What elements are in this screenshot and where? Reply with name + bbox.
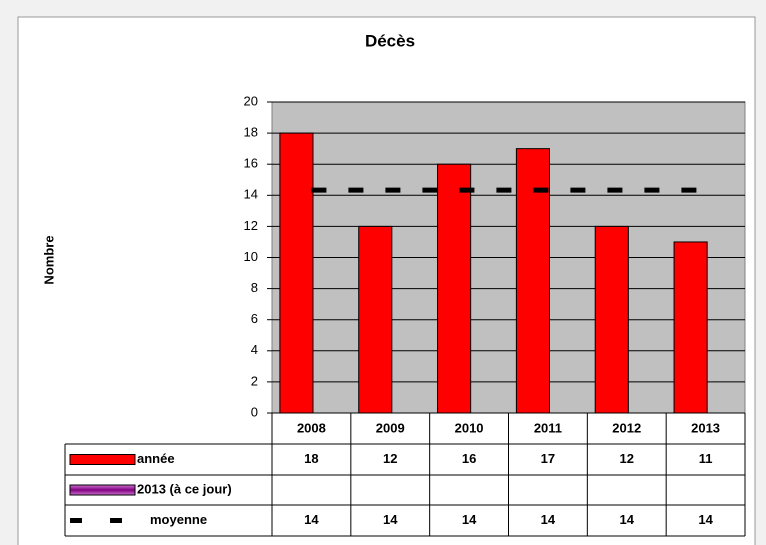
table-value: 11 <box>699 451 713 466</box>
y-tick-label: 2 <box>251 373 258 388</box>
bar <box>437 163 472 414</box>
legend-label: 2013 (à ce jour) <box>137 481 232 496</box>
table-value: 14 <box>541 512 556 527</box>
y-tick-label: 4 <box>251 342 258 357</box>
legend-key <box>69 484 136 496</box>
x-tick-label: 2010 <box>455 420 484 435</box>
bar <box>358 225 393 414</box>
bar <box>673 241 708 414</box>
table-value: 14 <box>698 512 713 527</box>
y-tick-label: 6 <box>251 311 258 326</box>
y-tick-label: 20 <box>244 93 258 108</box>
table-value: 18 <box>304 451 318 466</box>
table-value: 12 <box>383 451 397 466</box>
chart-title: Décès <box>365 31 415 50</box>
table-value: 17 <box>541 451 555 466</box>
table-value: 14 <box>383 512 398 527</box>
table-value: 14 <box>304 512 319 527</box>
y-tick-label: 16 <box>244 156 258 171</box>
bar <box>279 132 314 414</box>
bar <box>515 148 550 414</box>
x-tick-label: 2008 <box>297 420 326 435</box>
table-value: 14 <box>620 512 635 527</box>
y-tick-label: 18 <box>244 125 258 140</box>
table-value: 12 <box>620 451 634 466</box>
y-tick-label: 12 <box>244 218 258 233</box>
y-tick-label: 14 <box>244 187 258 202</box>
bar <box>594 225 629 414</box>
y-tick-label: 8 <box>251 280 258 295</box>
legend-label: année <box>137 451 175 466</box>
table-value: 14 <box>462 512 477 527</box>
table-value: 16 <box>462 451 476 466</box>
x-tick-label: 2013 <box>691 420 720 435</box>
x-tick-label: 2011 <box>534 420 562 435</box>
legend-key <box>69 454 136 465</box>
legend-label: moyenne <box>150 512 207 527</box>
y-tick-label: 0 <box>251 404 258 419</box>
y-axis-label: Nombre <box>41 235 56 284</box>
y-tick-label: 10 <box>244 249 258 264</box>
x-tick-label: 2009 <box>376 420 405 435</box>
x-tick-label: 2012 <box>612 420 641 435</box>
